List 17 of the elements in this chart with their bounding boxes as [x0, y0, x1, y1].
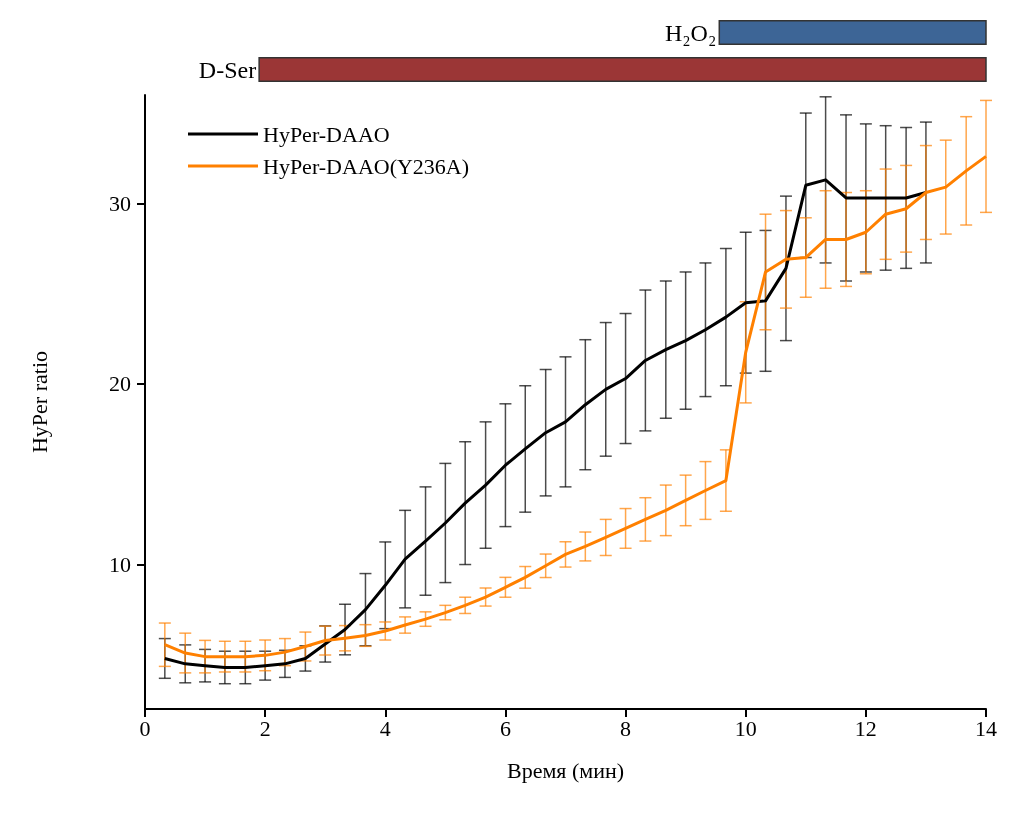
- x-tick-label: 6: [499, 715, 511, 741]
- y-tick-label: D-Ser: [198, 56, 257, 83]
- y-tick-label: 20: [109, 371, 131, 397]
- x-tick-label: 10: [734, 715, 757, 741]
- x-tick-label: 12: [854, 715, 877, 741]
- x-tick-label: 4: [379, 715, 391, 741]
- x-tick-label: 2: [259, 715, 271, 741]
- x-tick-label: 14: [975, 715, 997, 741]
- x-tick-label: 0: [139, 715, 151, 741]
- legend-label: HyPer-DAAO: [263, 121, 390, 147]
- y-tick-label: 30: [109, 190, 131, 216]
- y-tick-label: H₂O₂: [664, 19, 717, 46]
- y-axis-title: HyPer ratio: [26, 350, 52, 454]
- y-tick-label: 10: [109, 552, 131, 578]
- x-axis-title: Время (мин): [506, 757, 625, 783]
- x-tick-label: 8: [620, 715, 632, 741]
- legend-label: HyPer-DAAO(Y236A): [263, 153, 470, 179]
